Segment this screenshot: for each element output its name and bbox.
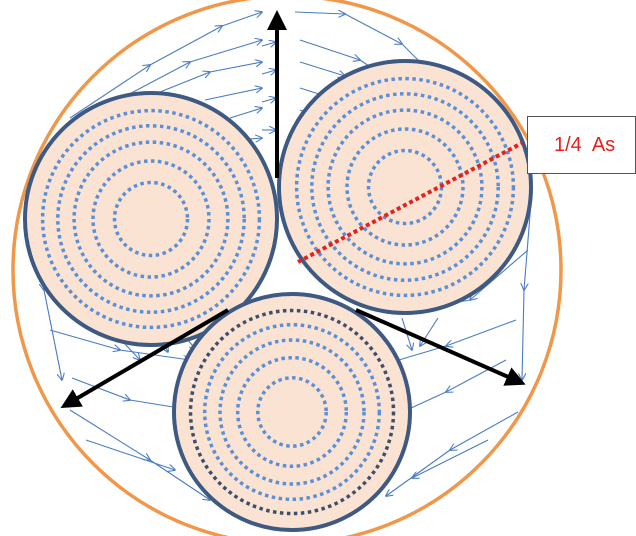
dotted-ring [294, 76, 516, 298]
field-line [69, 65, 150, 119]
field-line [261, 42, 276, 46]
conductor-bottom [172, 292, 412, 532]
dotted-ring [310, 92, 500, 282]
dotted-ring [202, 322, 382, 502]
dotted-ring [188, 308, 396, 516]
field-line [446, 359, 507, 392]
dotted-ring [345, 127, 465, 247]
field-line [43, 289, 62, 380]
field-line [49, 329, 120, 350]
field-line [189, 40, 262, 63]
field-line [299, 61, 345, 76]
field-line [522, 289, 524, 380]
field-line [299, 39, 360, 60]
field-line [392, 345, 447, 362]
conductor-left [23, 91, 279, 347]
conductor-right-body [277, 59, 533, 315]
field-line [71, 377, 130, 400]
field-line [294, 12, 345, 14]
field-line [344, 13, 402, 44]
field-line [470, 249, 529, 300]
field-line [69, 409, 150, 460]
conductor-right [277, 59, 533, 315]
field-line [149, 26, 222, 66]
field-line [159, 72, 210, 93]
field-line [446, 319, 517, 346]
field-line [204, 88, 262, 101]
field-line [221, 12, 262, 27]
dotted-ring [218, 338, 366, 486]
field-line [85, 439, 175, 470]
dotted-ring [326, 108, 484, 266]
dotted-ring [256, 376, 328, 448]
dotted-ring [112, 180, 190, 258]
dotted-ring [235, 355, 349, 469]
conductor-left-body [23, 91, 279, 347]
conductor-bottom-body [172, 292, 412, 532]
dotted-ring [56, 124, 246, 314]
vector-arrow-lower-right [355, 308, 526, 386]
dotted-ring [72, 140, 230, 298]
field-line [261, 98, 276, 102]
field-line [149, 459, 210, 500]
field-line [209, 62, 262, 73]
vector-arrows [60, 10, 526, 409]
dotted-ring [91, 159, 211, 279]
radius-label: 1/4 As [527, 116, 636, 174]
vector-arrow-lower-left [60, 308, 230, 409]
conductors [23, 59, 533, 532]
field-line [450, 411, 519, 450]
radius-line [297, 141, 523, 264]
field-line [229, 108, 262, 119]
field-line [261, 70, 276, 74]
field-line [412, 439, 489, 478]
dotted-ring [40, 108, 262, 330]
